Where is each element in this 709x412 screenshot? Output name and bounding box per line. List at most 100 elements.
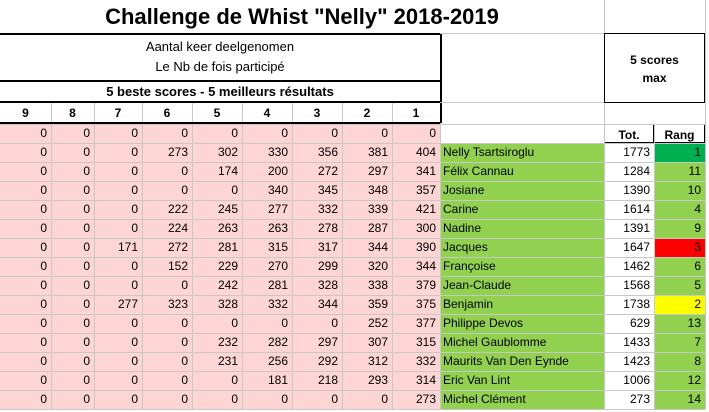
score-cell[interactable]: 340	[242, 181, 292, 200]
score-cell[interactable]: 328	[292, 276, 342, 295]
player-rank[interactable]: 7	[654, 333, 705, 352]
score-cell[interactable]: 242	[192, 276, 242, 295]
player-total[interactable]: 273	[629, 392, 650, 406]
player-name[interactable]: Françoise	[440, 257, 604, 276]
score-cell[interactable]: 0	[94, 333, 142, 352]
score-cell[interactable]: 229	[192, 257, 242, 276]
score-cell[interactable]: 270	[242, 257, 292, 276]
score-cell[interactable]: 0	[242, 390, 292, 409]
score-cell[interactable]: 0	[51, 314, 94, 333]
score-cell[interactable]: 218	[292, 371, 342, 390]
score-cell[interactable]: 232	[192, 333, 242, 352]
score-cell[interactable]: 330	[242, 143, 292, 162]
score-cell[interactable]: 281	[192, 238, 242, 257]
score-cell[interactable]: 348	[342, 181, 392, 200]
player-total[interactable]: 629	[629, 316, 650, 330]
score-cell[interactable]: 0	[292, 314, 342, 333]
score-cell[interactable]: 297	[292, 333, 342, 352]
score-cell[interactable]: 231	[192, 352, 242, 371]
score-cell[interactable]: 0	[94, 390, 142, 409]
player-total[interactable]: 1738	[623, 297, 650, 311]
zero-cell[interactable]: 0	[242, 124, 292, 143]
player-rank[interactable]: 14	[654, 390, 705, 409]
score-cell[interactable]: 0	[0, 295, 51, 314]
score-cell[interactable]: 0	[0, 314, 51, 333]
score-cell[interactable]: 379	[392, 276, 440, 295]
score-cell[interactable]: 281	[242, 276, 292, 295]
score-cell[interactable]: 332	[392, 352, 440, 371]
score-cell[interactable]: 0	[51, 390, 94, 409]
player-name[interactable]: Nadine	[440, 219, 604, 238]
player-rank[interactable]: 8	[654, 352, 705, 371]
score-cell[interactable]: 356	[292, 143, 342, 162]
zero-cell[interactable]: 0	[392, 124, 440, 143]
score-cell[interactable]: 181	[242, 371, 292, 390]
player-name[interactable]: Eric Van Lint	[440, 371, 604, 390]
player-rank[interactable]: 2	[654, 295, 705, 314]
player-total[interactable]: 1390	[623, 183, 650, 197]
score-cell[interactable]: 0	[94, 162, 142, 181]
player-name[interactable]: Jacques	[440, 238, 604, 257]
score-cell[interactable]: 344	[392, 257, 440, 276]
score-cell[interactable]: 0	[51, 219, 94, 238]
score-cell[interactable]: 341	[392, 162, 440, 181]
player-rank[interactable]: 9	[654, 219, 705, 238]
score-cell[interactable]: 323	[142, 295, 192, 314]
score-cell[interactable]: 315	[242, 238, 292, 257]
score-cell[interactable]: 328	[192, 295, 242, 314]
score-cell[interactable]: 315	[392, 333, 440, 352]
score-cell[interactable]: 0	[94, 181, 142, 200]
zero-cell[interactable]: 0	[342, 124, 392, 143]
zero-cell[interactable]: 0	[0, 124, 51, 143]
score-cell[interactable]: 282	[242, 333, 292, 352]
player-rank[interactable]: 5	[654, 276, 705, 295]
score-cell[interactable]: 297	[342, 162, 392, 181]
score-cell[interactable]: 0	[0, 333, 51, 352]
score-cell[interactable]: 0	[51, 200, 94, 219]
player-name[interactable]: Michel Clément	[440, 390, 604, 409]
player-name[interactable]: Nelly Tsartsiroglu	[440, 143, 604, 162]
score-cell[interactable]: 222	[142, 200, 192, 219]
score-cell[interactable]: 339	[342, 200, 392, 219]
score-cell[interactable]: 0	[0, 143, 51, 162]
zero-cell[interactable]: 0	[142, 124, 192, 143]
score-cell[interactable]: 174	[192, 162, 242, 181]
score-cell[interactable]: 256	[242, 352, 292, 371]
player-name[interactable]: Maurits Van Den Eynde	[440, 352, 604, 371]
score-cell[interactable]: 381	[342, 143, 392, 162]
score-cell[interactable]: 0	[94, 276, 142, 295]
player-name[interactable]: Félix Cannau	[440, 162, 604, 181]
score-cell[interactable]: 0	[192, 371, 242, 390]
score-cell[interactable]: 0	[142, 181, 192, 200]
score-cell[interactable]: 263	[192, 219, 242, 238]
score-cell[interactable]: 0	[0, 181, 51, 200]
player-rank[interactable]: 6	[654, 257, 705, 276]
player-name[interactable]: Josiane	[440, 181, 604, 200]
score-cell[interactable]: 0	[51, 333, 94, 352]
zero-cell[interactable]: 0	[192, 124, 242, 143]
score-cell[interactable]: 307	[342, 333, 392, 352]
player-name[interactable]: Philippe Devos	[440, 314, 604, 333]
player-rank[interactable]: 4	[654, 200, 705, 219]
score-cell[interactable]: 0	[292, 390, 342, 409]
player-total[interactable]: 1006	[623, 373, 650, 387]
score-cell[interactable]: 0	[0, 219, 51, 238]
score-cell[interactable]: 224	[142, 219, 192, 238]
score-cell[interactable]: 338	[342, 276, 392, 295]
score-cell[interactable]: 0	[192, 181, 242, 200]
score-cell[interactable]: 375	[392, 295, 440, 314]
score-cell[interactable]: 344	[292, 295, 342, 314]
score-cell[interactable]: 272	[142, 238, 192, 257]
score-cell[interactable]: 0	[142, 276, 192, 295]
player-total[interactable]: 1462	[623, 259, 650, 273]
score-cell[interactable]: 277	[94, 295, 142, 314]
score-cell[interactable]: 263	[242, 219, 292, 238]
score-cell[interactable]: 0	[142, 390, 192, 409]
score-cell[interactable]: 272	[292, 162, 342, 181]
zero-cell[interactable]: 0	[51, 124, 94, 143]
player-total[interactable]: 1423	[623, 354, 650, 368]
score-cell[interactable]: 200	[242, 162, 292, 181]
score-cell[interactable]: 0	[142, 162, 192, 181]
score-cell[interactable]: 245	[192, 200, 242, 219]
score-cell[interactable]: 345	[292, 181, 342, 200]
